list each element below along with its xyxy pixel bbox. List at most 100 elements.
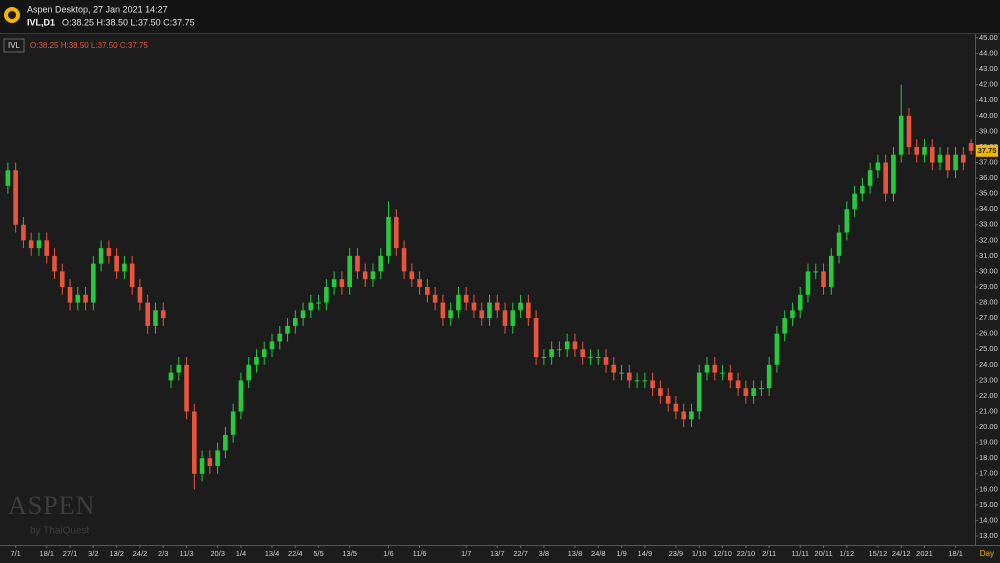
candle-body bbox=[634, 380, 640, 382]
candle-body bbox=[922, 146, 927, 155]
candle-body bbox=[98, 248, 104, 264]
y-tick-label: 25.00 bbox=[979, 344, 998, 353]
y-tick-label: 36.00 bbox=[979, 173, 998, 182]
candle-body bbox=[114, 255, 119, 272]
x-tick-label: 2/11 bbox=[762, 549, 776, 558]
candle-body bbox=[844, 209, 850, 233]
candle-body bbox=[805, 271, 811, 295]
candle-body bbox=[541, 357, 547, 359]
candle-body bbox=[207, 458, 213, 466]
x-tick-label: 11/3 bbox=[180, 549, 194, 558]
x-tick-label: 3/8 bbox=[539, 549, 549, 558]
y-tick-label: 45.00 bbox=[979, 33, 998, 42]
candle-body bbox=[650, 380, 655, 389]
candle-body bbox=[339, 279, 345, 287]
x-tick-label: 7/1 bbox=[10, 549, 20, 558]
candle-body bbox=[386, 216, 391, 256]
candle-body bbox=[720, 372, 725, 374]
x-tick-label: 1/10 bbox=[692, 549, 707, 558]
y-tick-label: 21.00 bbox=[979, 406, 998, 415]
candle-body bbox=[362, 271, 368, 280]
candle-body bbox=[557, 349, 562, 351]
candle-body bbox=[891, 154, 896, 194]
x-tick-label: 24/12 bbox=[892, 549, 911, 558]
candle-body bbox=[487, 302, 492, 319]
x-tick-label: 3/2 bbox=[88, 549, 98, 558]
candle-body bbox=[673, 403, 679, 412]
candle-body bbox=[898, 115, 904, 155]
candle-body bbox=[261, 349, 267, 358]
y-tick-label: 26.00 bbox=[979, 329, 998, 338]
candle-body bbox=[269, 341, 275, 350]
x-tick-label: 1/4 bbox=[236, 549, 246, 558]
legend-symbol[interactable]: IVL bbox=[8, 41, 21, 50]
candle-body bbox=[860, 185, 865, 194]
candle-body bbox=[432, 294, 438, 303]
candle-body bbox=[5, 170, 11, 186]
candle-body bbox=[122, 263, 127, 272]
candle-body bbox=[704, 364, 710, 373]
candle-body bbox=[145, 302, 151, 326]
candle-body bbox=[603, 357, 609, 365]
candle-body bbox=[627, 372, 632, 381]
y-tick-label: 34.00 bbox=[979, 204, 998, 213]
symbol-box[interactable] bbox=[3, 38, 25, 53]
candle-body bbox=[168, 372, 174, 381]
candle-body bbox=[759, 388, 764, 390]
candle-body bbox=[588, 357, 593, 359]
x-axis-label: Day bbox=[980, 549, 994, 558]
header-bar bbox=[0, 0, 1000, 33]
candle-body bbox=[153, 310, 158, 326]
candle-body bbox=[712, 364, 718, 373]
candle-body bbox=[502, 310, 508, 326]
candle-body bbox=[440, 302, 446, 319]
candle-body bbox=[293, 318, 298, 326]
candle-body bbox=[59, 271, 65, 287]
x-tick-label: 24/2 bbox=[133, 549, 148, 558]
candle-body bbox=[355, 255, 360, 272]
candle-body bbox=[836, 232, 842, 256]
candle-body bbox=[953, 154, 958, 171]
candle-body bbox=[595, 357, 601, 359]
candle-body bbox=[883, 162, 888, 194]
y-tick-label: 40.00 bbox=[979, 111, 998, 120]
y-tick-label: 13.00 bbox=[979, 531, 998, 540]
candle-body bbox=[580, 349, 586, 358]
legend-ohlc: O:38.25 H:38.50 L:37.50 C:37.75 bbox=[30, 41, 148, 50]
x-tick-label: 1/6 bbox=[383, 549, 393, 558]
x-tick-label: 13/8 bbox=[568, 549, 583, 558]
candle-body bbox=[929, 146, 935, 163]
x-tick-label: 12/10 bbox=[713, 549, 732, 558]
candle-body bbox=[914, 146, 920, 155]
x-tick-label: 13/2 bbox=[109, 549, 124, 558]
candle-body bbox=[852, 193, 857, 210]
x-tick-label: 27/1 bbox=[63, 549, 78, 558]
candle-body bbox=[448, 310, 453, 319]
y-tick-label: 17.00 bbox=[979, 469, 998, 478]
y-tick-label: 22.00 bbox=[979, 391, 998, 400]
candle-body bbox=[696, 372, 702, 412]
candle-body bbox=[728, 372, 733, 381]
candle-body bbox=[766, 364, 772, 389]
candle-body bbox=[518, 302, 523, 311]
x-tick-label: 11/11 bbox=[791, 549, 809, 558]
candle-body bbox=[463, 294, 469, 303]
candle-body bbox=[564, 341, 570, 350]
y-tick-label: 31.00 bbox=[979, 251, 998, 260]
y-tick-label: 28.00 bbox=[979, 298, 998, 307]
candle-body bbox=[828, 255, 834, 287]
candle-body bbox=[347, 255, 352, 287]
candle-body bbox=[199, 458, 205, 474]
candle-body bbox=[192, 411, 197, 474]
candle-body bbox=[875, 162, 881, 171]
candle-body bbox=[409, 271, 415, 280]
candle-body bbox=[494, 302, 500, 311]
candle-body bbox=[13, 170, 18, 225]
candle-body bbox=[689, 411, 694, 420]
y-tick-label: 27.00 bbox=[979, 313, 998, 322]
candle-body bbox=[401, 248, 407, 272]
candle-body bbox=[176, 364, 182, 373]
x-tick-label: 15/12 bbox=[869, 549, 888, 558]
x-tick-label: 18/1 bbox=[39, 549, 54, 558]
